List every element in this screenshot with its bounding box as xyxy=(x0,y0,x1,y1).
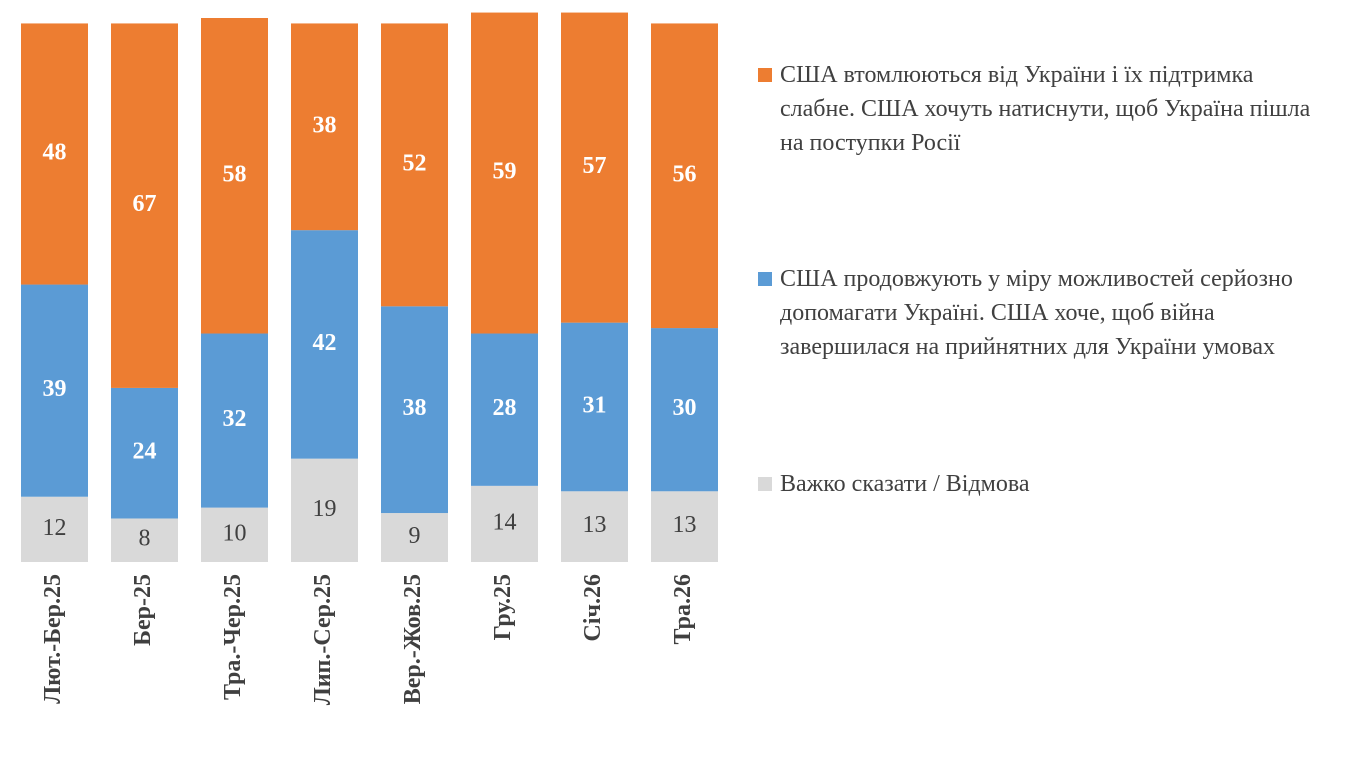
value-label: 38 xyxy=(403,395,427,421)
legend-label: США продовжують у міру можливостей серйо… xyxy=(780,266,1293,360)
bar-segment xyxy=(201,507,268,562)
bar-segment xyxy=(21,284,88,497)
legend-swatch xyxy=(758,68,772,82)
bar-segment xyxy=(471,12,538,334)
bar-segment xyxy=(201,18,268,334)
legend-label: Важко сказати / Відмова xyxy=(780,471,1030,497)
legend-swatch xyxy=(758,272,772,286)
value-label: 32 xyxy=(223,406,247,432)
bar-segment xyxy=(651,328,718,492)
value-label: 8 xyxy=(139,526,151,552)
value-label: 52 xyxy=(403,150,427,176)
bar-segment xyxy=(381,23,448,307)
bar-segment xyxy=(111,23,178,388)
x-tick-label: Тра.-Чер.25 xyxy=(220,574,246,700)
value-label: 58 xyxy=(223,161,247,187)
bar-segment xyxy=(561,12,628,323)
x-tick-label: Тра.26 xyxy=(670,574,696,644)
bar-segment xyxy=(471,485,538,562)
bar-segment xyxy=(21,23,88,285)
bar-segment xyxy=(111,387,178,519)
bar-segment xyxy=(291,230,358,459)
bar-segment xyxy=(21,496,88,562)
value-label: 48 xyxy=(43,140,67,166)
value-label: 56 xyxy=(673,161,697,187)
bar-segment xyxy=(561,491,628,562)
legend-label: США втомлюються від України і їх підтрим… xyxy=(780,62,1311,156)
value-label: 28 xyxy=(493,395,517,421)
bar-segment xyxy=(651,491,718,562)
bar-segment xyxy=(471,333,538,486)
x-tick-label: Лип.-Сер.25 xyxy=(310,574,336,705)
value-label: 12 xyxy=(43,515,67,541)
x-tick-label: Вер.-Жов.25 xyxy=(400,574,426,704)
bar-segment xyxy=(111,518,178,562)
x-tick-label: Січ.26 xyxy=(580,574,606,642)
bar-segment xyxy=(651,23,718,329)
value-label: 38 xyxy=(313,112,337,138)
bar-segment xyxy=(291,458,358,562)
legend-swatch xyxy=(758,477,772,491)
x-tick-label: Бер-25 xyxy=(130,574,156,646)
value-label: 42 xyxy=(313,330,337,356)
value-label: 9 xyxy=(409,523,421,549)
bar-segment xyxy=(381,513,448,562)
value-label: 19 xyxy=(313,496,337,522)
value-label: 13 xyxy=(583,512,607,538)
value-label: 31 xyxy=(583,392,607,418)
legend-item: Важко сказати / Відмова xyxy=(758,467,1333,501)
chart: 12 39 48 Лют.-Бер.25 8 24 67 Бер-25 10 32 58 Тра.-Ч… xyxy=(21,12,718,705)
bar-segment xyxy=(381,306,448,514)
value-label: 59 xyxy=(493,159,517,185)
value-label: 39 xyxy=(43,376,67,402)
value-label: 13 xyxy=(673,512,697,538)
value-label: 67 xyxy=(133,191,157,217)
value-label: 24 xyxy=(133,439,157,465)
bar-segment xyxy=(201,333,268,508)
x-tick-label: Лют.-Бер.25 xyxy=(40,574,66,704)
bar-segment xyxy=(291,23,358,231)
bar-segment xyxy=(561,322,628,492)
legend-item: США продовжують у міру можливостей серйо… xyxy=(758,262,1333,364)
value-label: 10 xyxy=(223,520,247,546)
legend-item: США втомлюються від України і їх підтрим… xyxy=(758,58,1333,160)
value-label: 57 xyxy=(583,153,607,179)
value-label: 30 xyxy=(673,395,697,421)
value-label: 14 xyxy=(493,509,517,535)
x-tick-label: Гру.25 xyxy=(490,574,516,640)
